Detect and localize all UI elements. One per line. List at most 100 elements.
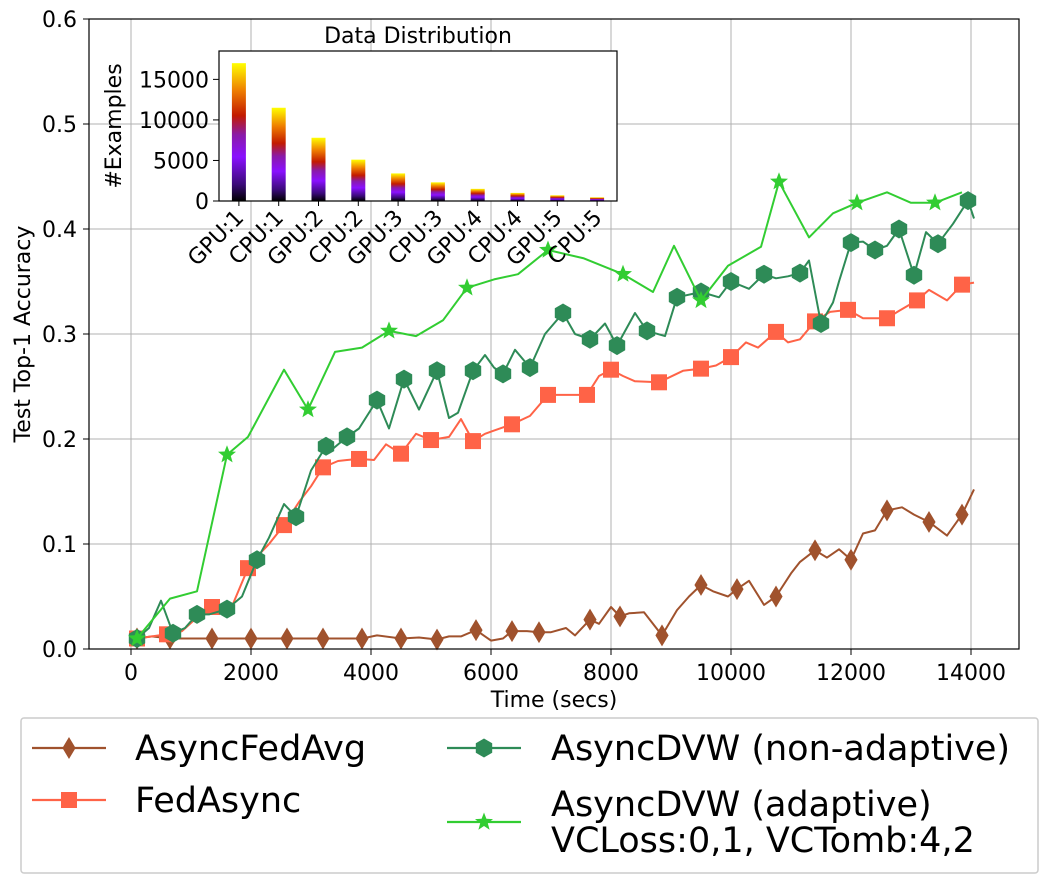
series-marker: [890, 219, 908, 239]
series-marker: [613, 605, 627, 628]
inset-y-tick-label: 5000: [153, 149, 209, 174]
inset-bar: [231, 63, 246, 201]
legend-label: FedAsync: [135, 781, 301, 821]
series-marker: [905, 265, 923, 285]
legend-entry-asyncdvw_nonadaptive: AsyncDVW (non-adaptive): [447, 729, 1010, 769]
series-marker: [581, 329, 599, 349]
series-marker: [926, 193, 944, 211]
series-marker: [368, 390, 386, 410]
series-marker: [583, 608, 597, 631]
series-marker: [755, 264, 773, 284]
legend-label: AsyncDVW (adaptive): [551, 785, 932, 825]
inset-bar: [271, 107, 286, 201]
series-marker: [393, 445, 409, 462]
series-asyncdvw_adaptive: [128, 172, 963, 647]
inset-bar: [311, 137, 326, 201]
series-marker: [540, 386, 556, 403]
x-tick-label: 0: [124, 661, 138, 686]
x-tick-label: 10000: [696, 661, 766, 686]
series-marker: [475, 812, 493, 830]
series-marker: [539, 240, 557, 258]
series-marker: [395, 369, 413, 389]
series-marker: [532, 621, 546, 644]
series-marker: [248, 550, 266, 570]
legend-box: [20, 717, 1039, 874]
series-asyncdvw_nonadaptive: [128, 191, 977, 648]
x-tick-label: 2000: [223, 661, 279, 686]
series-line-asyncdvw_nonadaptive: [136, 199, 975, 640]
legend-label: VCLoss:0,1, VCTomb:4,2: [551, 821, 975, 861]
series-marker: [848, 193, 866, 211]
series-marker: [668, 287, 686, 307]
inset-bar: [391, 173, 406, 201]
series-marker: [692, 290, 710, 309]
series-marker: [458, 278, 476, 296]
inset-bar: [351, 159, 366, 201]
series-marker: [840, 301, 856, 318]
series-marker: [475, 738, 493, 758]
series-marker: [808, 539, 822, 562]
inset-bar: [550, 195, 565, 201]
series-marker: [842, 233, 860, 253]
series-marker: [188, 604, 206, 624]
series-marker: [504, 416, 520, 433]
y-axis-label: Test Top-1 Accuracy: [11, 226, 36, 444]
legend-entry-asyncdvw_adaptive: AsyncDVW (adaptive)VCLoss:0,1, VCTomb:4,…: [447, 785, 975, 861]
series-marker: [651, 374, 667, 391]
x-tick-label: 4000: [343, 661, 399, 686]
series-marker: [922, 510, 936, 533]
series-marker: [61, 792, 77, 808]
series-marker: [423, 432, 439, 449]
legend-entry-asyncfedavg: AsyncFedAvg: [32, 729, 366, 769]
inset-y-tick-label: 15000: [139, 68, 209, 93]
inset-y-axis-label: #Examples: [102, 63, 127, 188]
y-tick-label: 0.2: [42, 428, 77, 453]
series-marker: [428, 361, 446, 381]
series-marker: [638, 321, 656, 341]
series-marker: [164, 623, 182, 643]
series-marker: [218, 445, 236, 463]
y-tick-label: 0.0: [42, 638, 77, 663]
legend-label: AsyncDVW (non-adaptive): [551, 729, 1010, 769]
inset-y-tick-label: 0: [195, 190, 209, 215]
series-marker: [128, 629, 146, 647]
series-marker: [880, 499, 894, 522]
series-marker: [954, 276, 970, 293]
legend: AsyncFedAvg FedAsync AsyncDVW (non-adaptiv…: [20, 717, 1039, 874]
series-marker: [879, 310, 895, 327]
series-marker: [768, 323, 784, 340]
series-marker: [723, 349, 739, 366]
series-marker: [554, 303, 572, 323]
series-marker: [866, 240, 884, 260]
y-tick-label: 0.3: [42, 323, 77, 348]
series-marker: [770, 172, 788, 190]
series-marker: [317, 436, 335, 456]
series-marker: [505, 620, 519, 643]
series-marker: [465, 433, 481, 450]
series-marker: [521, 358, 539, 378]
series-marker: [955, 503, 969, 526]
y-tick-label: 0.1: [42, 533, 77, 558]
x-tick-label: 14000: [936, 661, 1006, 686]
main-series: [128, 172, 977, 651]
series-marker: [469, 619, 483, 642]
inset-bar: [510, 192, 525, 201]
series-marker: [730, 578, 744, 601]
series-marker: [62, 737, 76, 759]
series-marker: [909, 292, 925, 309]
y-tick-label: 0.6: [42, 8, 77, 33]
series-marker: [694, 573, 708, 596]
series-marker: [579, 386, 595, 403]
series-marker: [218, 599, 236, 619]
x-tick-label: 6000: [463, 661, 519, 686]
series-marker: [791, 263, 809, 283]
series-marker: [608, 336, 626, 356]
legend-label: AsyncFedAvg: [135, 729, 366, 769]
series-marker: [603, 361, 619, 378]
inset-bar: [590, 197, 605, 201]
main-axes: 0 2000 4000 6000 8000 10000 12000 14000 0.0 0.1 0.…: [11, 8, 1020, 713]
series-marker: [204, 599, 220, 615]
x-tick-label: 8000: [583, 661, 639, 686]
inset-y-tick-label: 10000: [139, 109, 209, 134]
